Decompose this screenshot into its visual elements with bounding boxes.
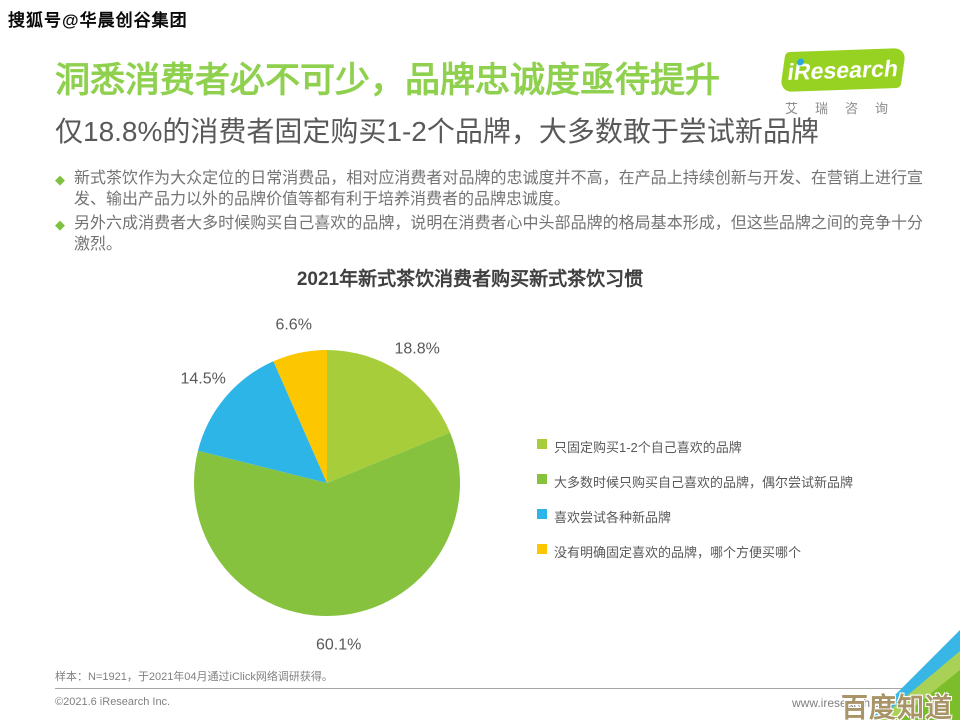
baidu-watermark: 百度知道 xyxy=(841,693,953,720)
diamond-bullet-icon: ◆ xyxy=(55,217,65,232)
legend-swatch-icon xyxy=(537,544,547,554)
bullet-text: 另外六成消费者大多时候购买自己喜欢的品牌，说明在消费者心中头部品牌的格局基本形成… xyxy=(74,215,923,253)
legend-swatch-icon xyxy=(537,474,547,484)
legend-label: 大多数时候只购买自己喜欢的品牌，偶尔尝试新品牌 xyxy=(554,475,854,490)
chart-legend: 只固定购买1-2个自己喜欢的品牌大多数时候只购买自己喜欢的品牌，偶尔尝试新品牌喜… xyxy=(537,437,853,577)
copyright-text: ©2021.6 iResearch Inc. xyxy=(55,696,171,708)
pie-slice-0 xyxy=(327,350,451,483)
legend-swatch-icon xyxy=(537,509,547,519)
legend-label: 没有明确固定喜欢的品牌，哪个方便买哪个 xyxy=(554,545,802,560)
iresearch-logo-box: i Research xyxy=(779,47,907,93)
legend-swatch-icon xyxy=(537,439,547,449)
pie-slice-3 xyxy=(273,350,327,483)
pie-slice-1 xyxy=(193,432,460,616)
sohu-watermark: 搜狐号@华晨创谷集团 xyxy=(8,11,188,30)
pie-value-label: 18.8% xyxy=(395,340,440,357)
page-title: 洞悉消费者必不可少，品牌忠诚度亟待提升 xyxy=(55,61,721,100)
bullet-list: ◆ 新式茶饮作为大众定位的日常消费品，相对应消费者对品牌的忠诚度并不高，在产品上持… xyxy=(55,168,923,258)
page-subtitle: 仅18.8%的消费者固定购买1-2个品牌，大多数敢于尝试新品牌 xyxy=(55,116,819,147)
legend-item: 没有明确固定喜欢的品牌，哪个方便买哪个 xyxy=(537,542,853,561)
legend-item: 喜欢尝试各种新品牌 xyxy=(537,507,853,526)
corner-triangles-decoration xyxy=(870,630,960,720)
logo-name: Research xyxy=(792,54,901,85)
pie-slice-2 xyxy=(197,361,327,483)
legend-label: 只固定购买1-2个自己喜欢的品牌 xyxy=(554,440,742,455)
sample-note: 样本：N=1921，于2021年04月通过iClick网络调研获得。 xyxy=(55,671,333,683)
chart-title: 2021年新式茶饮消费者购买新式茶饮习惯 xyxy=(296,269,644,290)
pie-value-label: 60.1% xyxy=(316,637,361,654)
logo-caption: 艾瑞咨询 xyxy=(785,101,906,116)
bullet-item: ◆ 新式茶饮作为大众定位的日常消费品，相对应消费者对品牌的忠诚度并不高，在产品上持… xyxy=(55,168,923,210)
iresearch-logo: i Research 艾瑞咨询 xyxy=(779,47,913,116)
diamond-bullet-icon: ◆ xyxy=(55,172,65,187)
pie-value-label: 6.6% xyxy=(275,317,311,334)
pie-chart: 18.8% 60.1% 14.5% 6.6% xyxy=(181,317,460,654)
pie-value-label: 14.5% xyxy=(181,371,226,388)
website-text: www.iresearch.c xyxy=(792,696,880,710)
bullet-item: ◆ 另外六成消费者大多时候购买自己喜欢的品牌，说明在消费者心中头部品牌的格局基本形… xyxy=(55,213,923,255)
legend-item: 只固定购买1-2个自己喜欢的品牌 xyxy=(537,437,853,456)
legend-item: 大多数时候只购买自己喜欢的品牌，偶尔尝试新品牌 xyxy=(537,472,853,491)
corner-green-triangle xyxy=(898,670,960,720)
footer-divider xyxy=(55,688,905,689)
legend-label: 喜欢尝试各种新品牌 xyxy=(554,510,672,525)
bullet-text: 新式茶饮作为大众定位的日常消费品，相对应消费者对品牌的忠诚度并不高，在产品上持续… xyxy=(74,170,923,208)
